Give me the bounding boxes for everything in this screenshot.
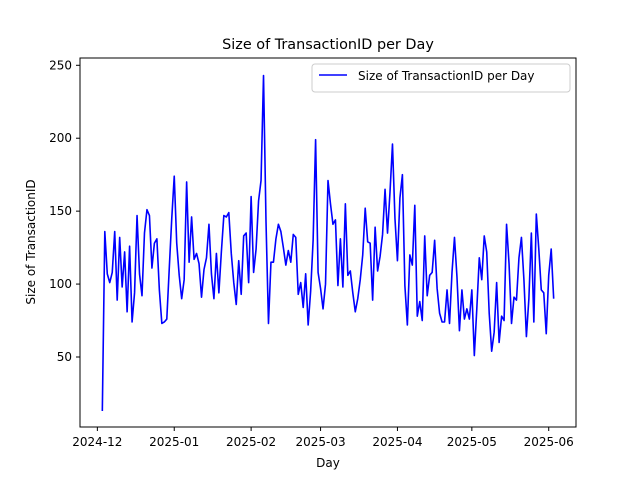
x-tick-label: 2025-06 [524, 435, 574, 449]
x-tick-label: 2025-02 [226, 435, 276, 449]
plot-area [101, 74, 555, 411]
axes-frame [79, 57, 577, 428]
x-tick-label: 2025-04 [372, 435, 422, 449]
x-tick-label: 2025-03 [295, 435, 345, 449]
legend-entry: Size of TransactionID per Day [358, 69, 535, 83]
x-axis-label: Day [316, 456, 340, 470]
series-line [101, 74, 555, 411]
y-axis-ticks: 50 100 150 200 250 [49, 58, 80, 364]
y-tick-label: 250 [49, 58, 72, 72]
y-tick-label: 50 [57, 350, 72, 364]
y-tick-label: 200 [49, 131, 72, 145]
x-tick-label: 2025-05 [447, 435, 497, 449]
y-axis-label: Size of TransactionID [24, 179, 38, 304]
legend-box [311, 63, 571, 93]
x-tick-label: 2025-01 [149, 435, 199, 449]
x-axis-ticks: 2024-12 2025-01 2025-02 2025-03 2025-04 2025-… [72, 427, 574, 449]
x-tick-label: 2024-12 [72, 435, 122, 449]
chart-title: Size of TransactionID per Day [222, 37, 434, 53]
legend: Size of TransactionID per Day [311, 63, 571, 93]
y-tick-label: 150 [49, 204, 72, 218]
y-tick-label: 100 [49, 277, 72, 291]
